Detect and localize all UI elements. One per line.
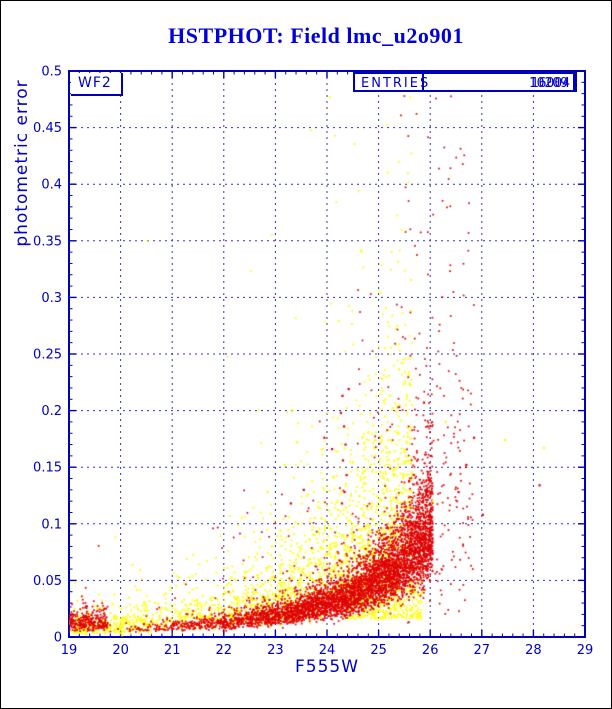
y-tick-label: 0.4 [41, 178, 62, 193]
x-tick-label: 23 [267, 643, 284, 658]
y-tick-label: 0.05 [33, 574, 62, 589]
x-tick-label: 25 [370, 643, 387, 658]
y-tick-label: 0.15 [33, 461, 62, 476]
x-tick-label: 22 [216, 643, 233, 658]
y-tick-label: 0.35 [33, 234, 62, 249]
x-tick-label: 29 [577, 643, 594, 658]
x-tick-label: 27 [474, 643, 491, 658]
entries-value-1: 16004 [530, 76, 570, 91]
entries-value-2: 10209 [528, 76, 568, 91]
entries-box: ENTRIES 16004 10209 [353, 72, 583, 94]
page-title: HSTPHOT: Field lmc_u2o901 [168, 23, 464, 48]
y-tick-label: 0 [54, 631, 62, 646]
y-tick-label: 0.25 [33, 348, 62, 363]
scatter-points-canvas [69, 71, 585, 637]
x-tick-label: 26 [422, 643, 439, 658]
x-tick-label: 20 [112, 643, 129, 658]
x-tick-label: 28 [525, 643, 542, 658]
entries-label: ENTRIES [361, 76, 431, 91]
x-tick-label: 21 [164, 643, 181, 658]
y-tick-label: 0.3 [41, 291, 62, 306]
y-tick-label: 0.1 [41, 517, 62, 532]
x-tick-label: 24 [319, 643, 336, 658]
entries-box-inner: 10209 [422, 72, 575, 92]
y-tick-label: 0.2 [41, 404, 62, 419]
y-tick-label: 0.5 [41, 65, 62, 80]
panel-label: WF2 [71, 73, 123, 96]
x-tick-label: 19 [61, 643, 78, 658]
y-tick-label: 0.45 [33, 121, 62, 136]
x-axis-title: F555W [294, 657, 360, 677]
